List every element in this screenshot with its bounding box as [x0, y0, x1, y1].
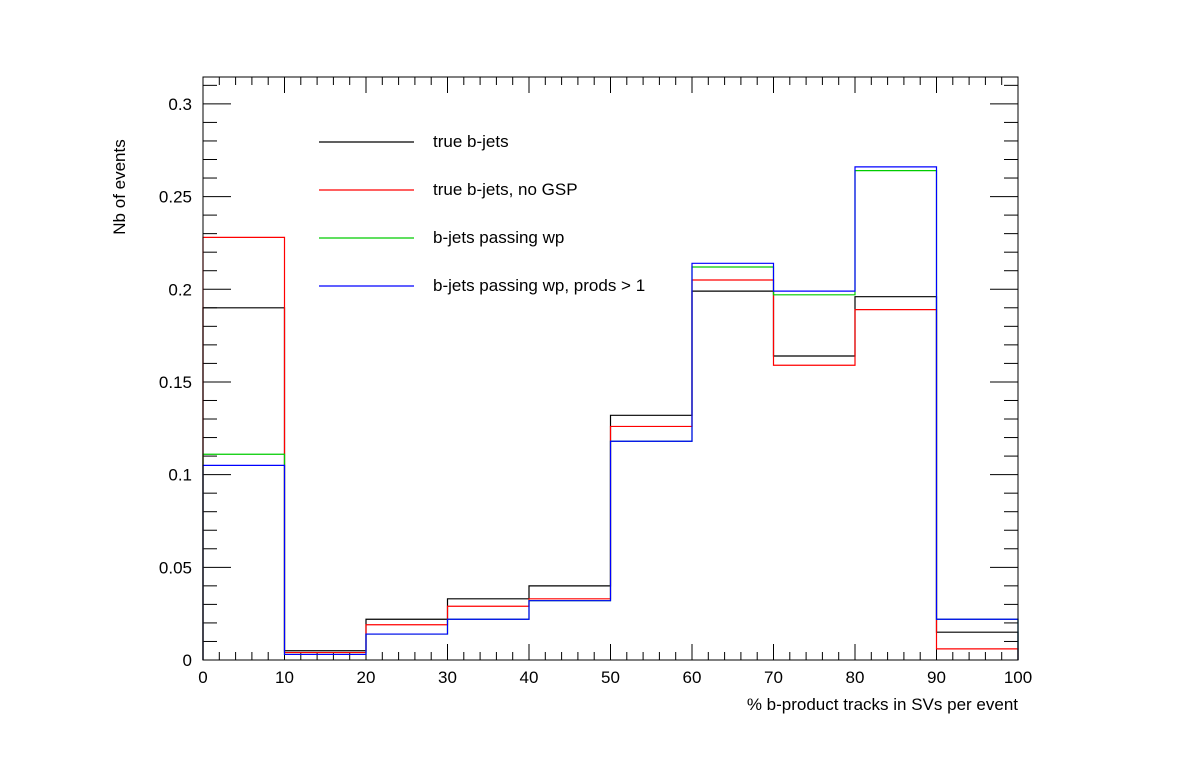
x-tick-label: 0 — [198, 668, 207, 687]
series-b-jets-passing-wp-prods-1 — [202, 166, 1019, 660]
y-tick-label: 0.25 — [159, 188, 192, 207]
x-tick-label: 20 — [357, 668, 376, 687]
x-tick-label: 50 — [601, 668, 620, 687]
plot-frame — [202, 76, 1019, 661]
x-tick-label: 100 — [1004, 668, 1032, 687]
series-layer — [202, 166, 1019, 660]
legend-label: true b-jets — [433, 132, 509, 151]
x-tick-label: 60 — [683, 668, 702, 687]
y-axis-title: Nb of events — [110, 139, 129, 234]
x-tick-label: 10 — [275, 668, 294, 687]
legend-label: b-jets passing wp, prods > 1 — [433, 276, 645, 295]
x-tick-label: 70 — [764, 668, 783, 687]
x-axis-title: % b-product tracks in SVs per event — [747, 695, 1018, 714]
y-tick-label: 0.1 — [168, 466, 192, 485]
legend-label: b-jets passing wp — [433, 228, 564, 247]
y-tick-label: 0.05 — [159, 558, 192, 577]
y-tick-label: 0 — [183, 651, 192, 670]
x-tick-label: 40 — [520, 668, 539, 687]
x-tick-label: 30 — [438, 668, 457, 687]
y-tick-label: 0.3 — [168, 95, 192, 114]
y-tick-label: 0.15 — [159, 373, 192, 392]
tick-labels: 0 10 20 30 40 50 60 70 80 90 100 0 0.05 0.1 0.15 0.2 0.2… — [159, 95, 1032, 687]
legend: true b-jets true b-jets, no GSP b-jets pas… — [319, 132, 645, 295]
legend-label: true b-jets, no GSP — [433, 180, 578, 199]
x-tick-label: 90 — [927, 668, 946, 687]
y-tick-label: 0.2 — [168, 280, 192, 299]
x-tick-label: 80 — [846, 668, 865, 687]
